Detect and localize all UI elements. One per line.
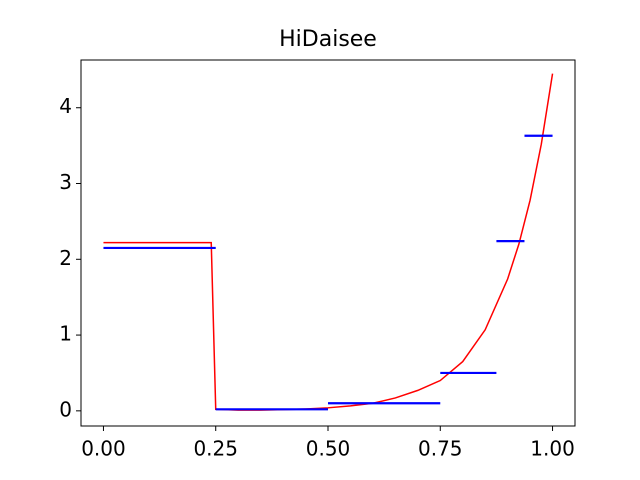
x-tick-label: 0.75 bbox=[418, 437, 463, 461]
chart-title: HiDaisee bbox=[279, 27, 377, 52]
y-tick-label: 0 bbox=[59, 397, 72, 421]
x-tick-label: 1.00 bbox=[530, 437, 575, 461]
y-tick-label: 3 bbox=[59, 170, 72, 194]
x-tick-label: 0.50 bbox=[306, 437, 351, 461]
y-tick-label: 2 bbox=[59, 246, 72, 270]
x-tick-label: 0.00 bbox=[81, 437, 126, 461]
x-tick-label: 0.25 bbox=[193, 437, 238, 461]
y-tick-label: 1 bbox=[59, 322, 72, 346]
y-tick-label: 4 bbox=[59, 94, 72, 118]
